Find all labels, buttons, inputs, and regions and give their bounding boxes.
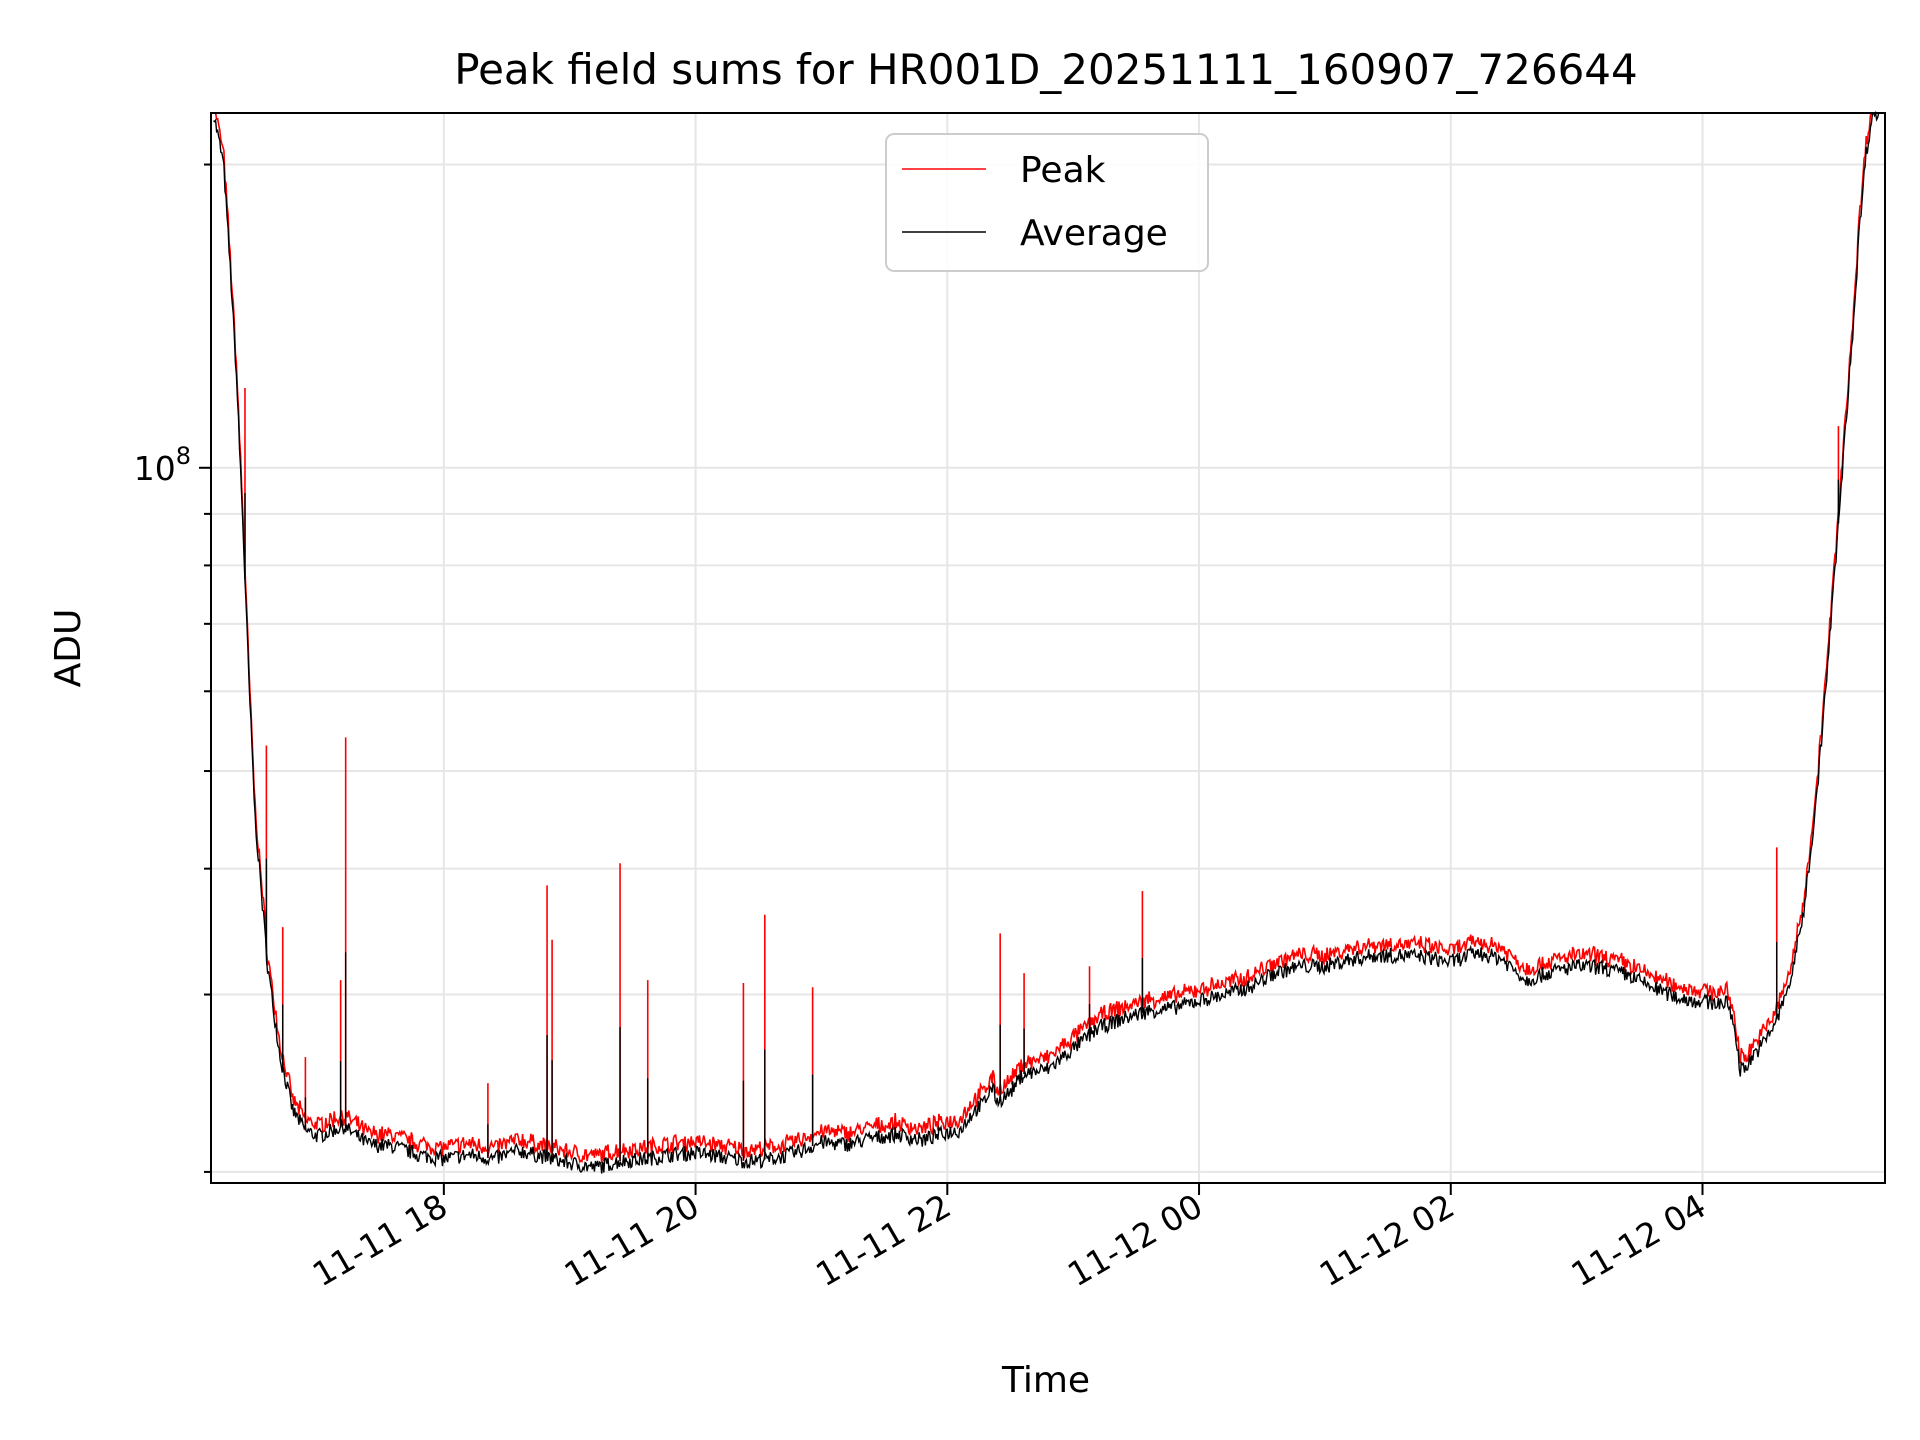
legend-label-peak: Peak [1020,150,1106,191]
series-line-average [213,110,1880,1174]
chart-title: Peak field sums for HR001D_20251111_1609… [454,45,1638,94]
series-line-peak [213,112,1879,1164]
y-axis-label: ADU [48,609,89,688]
plot-series [213,110,1880,1174]
legend-label-average: Average [1020,213,1168,254]
x-axis-label: Time [1001,1360,1090,1401]
legend: Peak Average [885,133,1209,272]
plot-frame [210,112,1886,1184]
